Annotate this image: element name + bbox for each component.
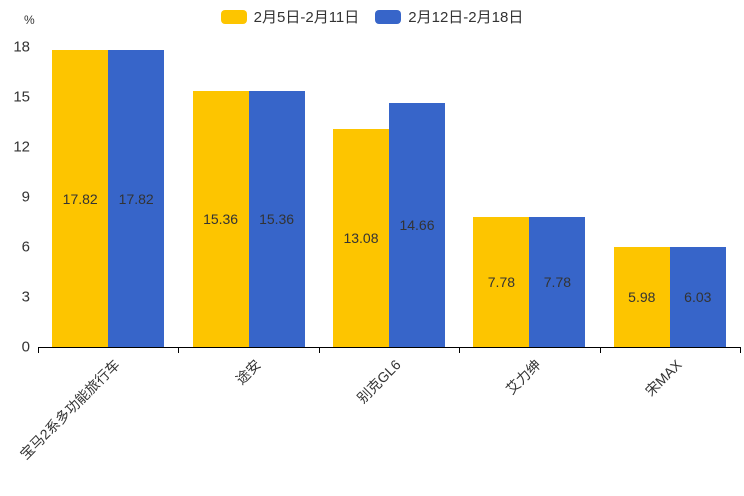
x-axis-category-label: 宝马2系多功能旅行车	[16, 356, 123, 463]
y-axis-unit-label: %	[24, 13, 35, 27]
bar-value-label: 5.98	[628, 289, 656, 306]
legend-item-period-2[interactable]: 2月12日-2月18日	[375, 6, 523, 27]
x-axis-tick	[38, 347, 39, 353]
y-axis-tick-label: 15	[13, 88, 30, 106]
legend-item-period-1[interactable]: 2月5日-2月11日	[220, 6, 360, 27]
bar-value-label: 14.66	[399, 216, 435, 233]
y-axis-tick-label: 6	[21, 238, 30, 256]
y-axis-tick-label: 3	[21, 288, 30, 306]
bar-value-label: 17.82	[62, 190, 98, 207]
bar-period-2: 15.36	[248, 91, 305, 347]
x-axis-category-label: 别克GL6	[353, 356, 404, 407]
legend-swatch-period-2	[375, 9, 402, 24]
bar-period-2: 17.82	[108, 50, 165, 347]
bar-value-label: 15.36	[203, 211, 239, 227]
bar-period-2: 7.78	[529, 217, 586, 347]
bar-value-label: 17.82	[118, 190, 154, 207]
x-axis-category-label: 艾力绅	[503, 356, 545, 398]
bar-value-label: 7.78	[487, 274, 516, 291]
legend: 2月5日-2月11日 2月12日-2月18日	[0, 6, 744, 27]
x-axis-category-label: 宋MAX	[641, 356, 685, 400]
legend-swatch-period-1	[220, 9, 247, 24]
bar-period-2: 6.03	[669, 246, 726, 347]
bar-period-1: 13.08	[333, 129, 389, 347]
bar-period-1: 7.78	[473, 217, 530, 347]
x-axis-tick	[599, 347, 601, 353]
bar-value-label: 13.08	[343, 230, 379, 246]
x-axis-tick	[740, 347, 741, 353]
legend-label-period-2: 2月12日-2月18日	[408, 9, 524, 26]
bar-period-2: 14.66	[389, 102, 445, 347]
bar-value-label: 6.03	[684, 288, 712, 305]
x-axis-tick	[178, 347, 180, 353]
x-axis-category-label: 途安	[232, 356, 264, 388]
bar-value-label: 15.36	[259, 211, 295, 227]
x-axis-tick	[459, 347, 461, 353]
y-axis-tick-label: 12	[13, 138, 30, 156]
y-axis-tick-label: 0	[21, 338, 30, 356]
y-axis-tick-label: 18	[13, 38, 30, 56]
bar-period-1: 5.98	[613, 247, 670, 347]
y-axis-tick-label: 9	[21, 188, 30, 206]
x-axis-tick	[318, 347, 320, 353]
bar-period-1: 17.82	[52, 50, 109, 347]
legend-label-period-1: 2月5日-2月11日	[253, 9, 360, 26]
bar-value-label: 7.78	[543, 274, 572, 291]
x-axis-line	[38, 347, 740, 348]
bar-period-1: 15.36	[192, 91, 249, 347]
